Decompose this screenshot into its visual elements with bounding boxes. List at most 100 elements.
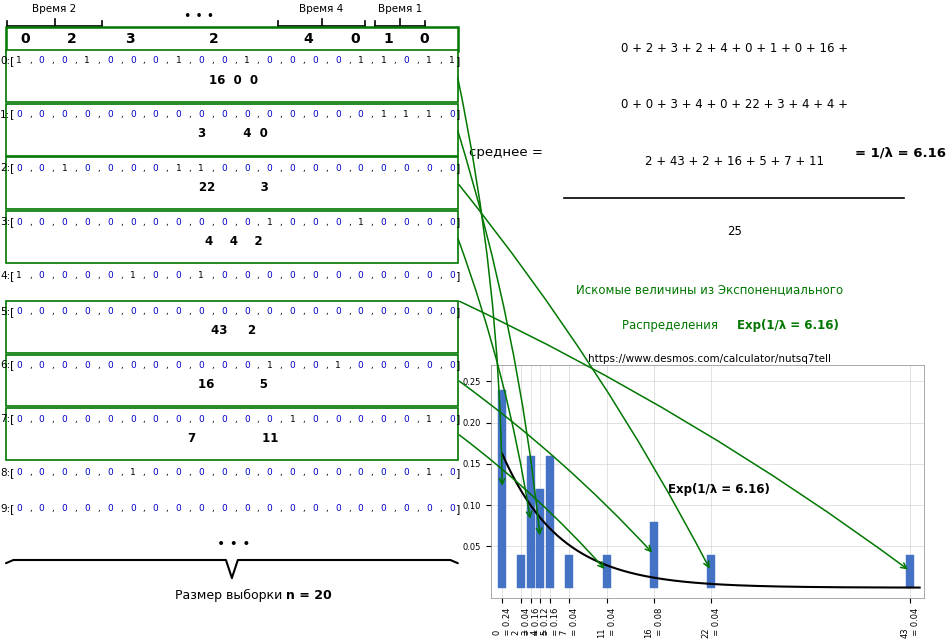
Text: ,: , — [29, 271, 31, 280]
Text: 0: 0 — [426, 164, 431, 173]
Text: 2: 2 — [208, 32, 218, 46]
Text: ,: , — [234, 218, 236, 227]
Text: 0: 0 — [198, 415, 204, 424]
Text: 1:: 1: — [0, 109, 10, 120]
Text: https://www.desmos.com/calculator/nutsq7tell: https://www.desmos.com/calculator/nutsq7… — [588, 354, 830, 364]
Text: 1: 1 — [289, 415, 295, 424]
Text: 0: 0 — [221, 468, 227, 477]
Text: 0: 0 — [426, 218, 431, 227]
Text: 1: 1 — [357, 218, 364, 227]
Text: 0: 0 — [267, 110, 272, 119]
Text: 0: 0 — [448, 110, 454, 119]
FancyBboxPatch shape — [6, 408, 457, 460]
Text: 0: 0 — [107, 415, 112, 424]
Text: ,: , — [439, 307, 442, 316]
Text: ,: , — [279, 361, 282, 370]
Text: ,: , — [97, 110, 100, 119]
Text: ,: , — [256, 110, 259, 119]
Text: ,: , — [51, 56, 54, 65]
Text: ,: , — [347, 361, 350, 370]
Text: ,: , — [29, 56, 31, 65]
Text: ,: , — [279, 110, 282, 119]
Text: ,: , — [120, 468, 123, 477]
Text: 0: 0 — [39, 218, 45, 227]
Text: 1: 1 — [129, 468, 135, 477]
Text: 0: 0 — [267, 56, 272, 65]
Text: ,: , — [74, 307, 77, 316]
Text: 4    4    2: 4 4 2 — [205, 235, 262, 248]
Text: ,: , — [74, 110, 77, 119]
Text: ,: , — [416, 218, 419, 227]
Text: ,: , — [439, 110, 442, 119]
Text: 0: 0 — [175, 307, 181, 316]
Text: 0: 0 — [267, 307, 272, 316]
Text: 1: 1 — [380, 56, 386, 65]
Text: ,: , — [302, 307, 305, 316]
Text: ]: ] — [455, 468, 460, 478]
Text: 0: 0 — [403, 504, 408, 513]
Text: 0: 0 — [335, 271, 341, 280]
Text: • • •: • • • — [216, 537, 249, 551]
Text: ,: , — [97, 504, 100, 513]
Text: 0: 0 — [380, 415, 386, 424]
Text: 0: 0 — [175, 468, 181, 477]
Text: 0: 0 — [289, 468, 295, 477]
Text: 0: 0 — [312, 504, 318, 513]
Text: ,: , — [347, 468, 350, 477]
Text: ,: , — [393, 307, 396, 316]
Text: ,: , — [393, 415, 396, 424]
Text: 0: 0 — [289, 271, 295, 280]
Text: среднее =: среднее = — [469, 147, 543, 159]
Text: 0: 0 — [403, 468, 408, 477]
Text: ,: , — [211, 415, 214, 424]
Text: 0: 0 — [312, 110, 318, 119]
Text: ,: , — [29, 361, 31, 370]
Text: 0: 0 — [335, 164, 341, 173]
Text: ,: , — [302, 218, 305, 227]
Text: 0: 0 — [39, 307, 45, 316]
Text: ,: , — [188, 271, 191, 280]
Text: 0: 0 — [85, 468, 90, 477]
Text: ,: , — [393, 218, 396, 227]
Text: ,: , — [279, 415, 282, 424]
Text: ,: , — [166, 307, 169, 316]
Text: 0: 0 — [39, 110, 45, 119]
Text: 0: 0 — [357, 271, 364, 280]
Text: 0: 0 — [335, 307, 341, 316]
Text: 0: 0 — [289, 307, 295, 316]
Text: ,: , — [143, 504, 146, 513]
Text: 0: 0 — [107, 307, 112, 316]
Text: 0: 0 — [107, 361, 112, 370]
Text: ,: , — [211, 164, 214, 173]
Text: 3: 3 — [125, 32, 135, 46]
Text: ]: ] — [455, 217, 460, 227]
FancyBboxPatch shape — [6, 50, 457, 102]
Text: 0: 0 — [152, 110, 158, 119]
Text: 1: 1 — [16, 271, 22, 280]
Text: 0: 0 — [312, 56, 318, 65]
Text: Время 1: Время 1 — [377, 4, 422, 14]
Text: [: [ — [10, 360, 14, 371]
Text: 0: 0 — [419, 32, 429, 46]
Text: 0: 0 — [335, 504, 341, 513]
Text: 0: 0 — [312, 307, 318, 316]
Text: ,: , — [393, 361, 396, 370]
Text: ,: , — [279, 271, 282, 280]
Text: 0: 0 — [62, 361, 68, 370]
Text: 0: 0 — [448, 164, 454, 173]
Text: 0: 0 — [152, 218, 158, 227]
Text: ,: , — [416, 504, 419, 513]
Text: 0: 0 — [335, 56, 341, 65]
Text: ,: , — [234, 361, 236, 370]
Bar — [536, 488, 544, 588]
Text: 0: 0 — [289, 218, 295, 227]
Text: 0: 0 — [39, 415, 45, 424]
Text: ,: , — [120, 271, 123, 280]
Text: 0: 0 — [221, 504, 227, 513]
Text: ,: , — [416, 56, 419, 65]
Text: ,: , — [120, 415, 123, 424]
Text: 0: 0 — [403, 271, 408, 280]
Text: ,: , — [325, 307, 327, 316]
Text: 1: 1 — [267, 218, 272, 227]
Text: ,: , — [51, 164, 54, 173]
